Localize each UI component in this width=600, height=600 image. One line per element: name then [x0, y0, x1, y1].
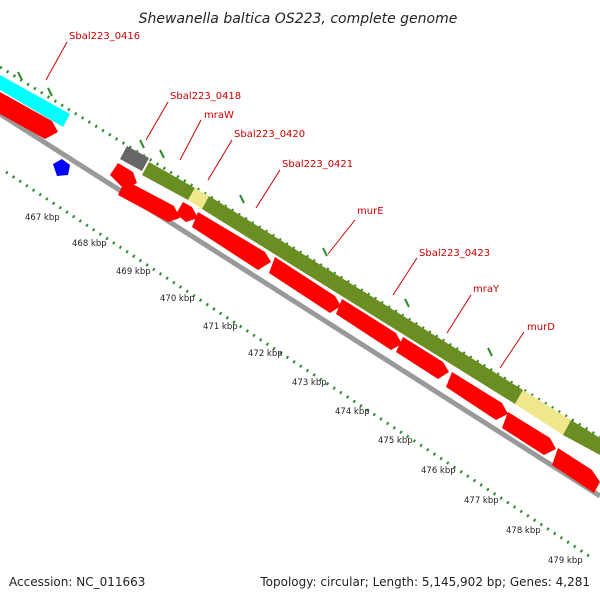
gene-label-sbal223-0420: Sbal223_0420 — [234, 129, 305, 140]
gray-feature — [120, 146, 149, 171]
gene-label-sbal223-0418: Sbal223_0418 — [170, 91, 241, 102]
label-leader — [179, 119, 202, 161]
position-label: 467 kbp — [25, 213, 60, 223]
label-leader — [145, 101, 169, 141]
position-tick — [239, 194, 245, 204]
position-label: 473 kbp — [292, 378, 327, 388]
position-tick — [487, 347, 493, 357]
label-leader — [446, 294, 472, 334]
outer-dotted-ring — [0, 65, 600, 439]
cds-arrow — [176, 202, 198, 222]
cds-arrow — [192, 212, 271, 270]
label-leader — [207, 139, 233, 181]
position-label: 471 kbp — [203, 322, 238, 332]
position-tick — [17, 71, 23, 81]
position-label: 472 kbp — [248, 349, 283, 359]
position-tick — [139, 139, 145, 149]
position-label: 474 kbp — [335, 407, 370, 417]
inner-dotted-ring — [5, 170, 593, 560]
cds-arrow — [336, 299, 402, 350]
cds-arrow — [396, 337, 449, 379]
olive-feature — [563, 420, 600, 455]
olive-feature — [202, 196, 523, 404]
genome-summary-text: Topology: circular; Length: 5,145,902 bp… — [259, 575, 590, 589]
position-tick — [159, 149, 165, 159]
blue-marker — [53, 159, 70, 176]
label-leader — [392, 257, 418, 296]
label-leader — [255, 169, 281, 209]
gene-label-maray: mraY — [473, 284, 500, 295]
yellow-feature — [515, 390, 571, 435]
position-label: 469 kbp — [116, 267, 151, 277]
gene-label-sbal223-0416: Sbal223_0416 — [69, 31, 140, 42]
position-tick — [322, 247, 328, 257]
position-label: 476 kbp — [421, 466, 456, 476]
gene-label-mure: murE — [357, 206, 384, 217]
label-leader — [327, 219, 356, 255]
cds-arrow — [118, 180, 180, 222]
position-label: 468 kbp — [72, 239, 107, 249]
olive-feature — [142, 162, 195, 200]
gene-label-mraw: mraW — [204, 110, 234, 121]
position-tick — [404, 298, 410, 308]
label-leader — [499, 331, 525, 369]
map-title: Shewanella baltica OS223, complete genom… — [139, 11, 458, 27]
label-leader — [45, 41, 68, 81]
cds-arrow — [0, 92, 58, 139]
cds-arrow — [110, 163, 137, 189]
position-label: 470 kbp — [160, 294, 195, 304]
position-label: 475 kbp — [378, 436, 413, 446]
position-label: 478 kbp — [506, 526, 541, 536]
position-label: 479 kbp — [548, 556, 583, 566]
gene-label-murd: murD — [527, 322, 555, 333]
cyan-feature — [0, 75, 70, 127]
gene-label-sbal223-0423: Sbal223_0423 — [419, 248, 490, 259]
cds-arrow — [446, 372, 508, 420]
cds-arrow — [502, 412, 556, 455]
position-label: 477 kbp — [464, 496, 499, 506]
cds-arrow — [269, 257, 341, 313]
position-tick — [47, 87, 53, 97]
genome-backbone — [0, 111, 600, 499]
cds-arrow — [552, 448, 600, 493]
yellow-feature — [188, 188, 209, 209]
accession-text: Accession: NC_011663 — [9, 575, 145, 589]
gene-label-sbal223-0421: Sbal223_0421 — [282, 159, 353, 170]
